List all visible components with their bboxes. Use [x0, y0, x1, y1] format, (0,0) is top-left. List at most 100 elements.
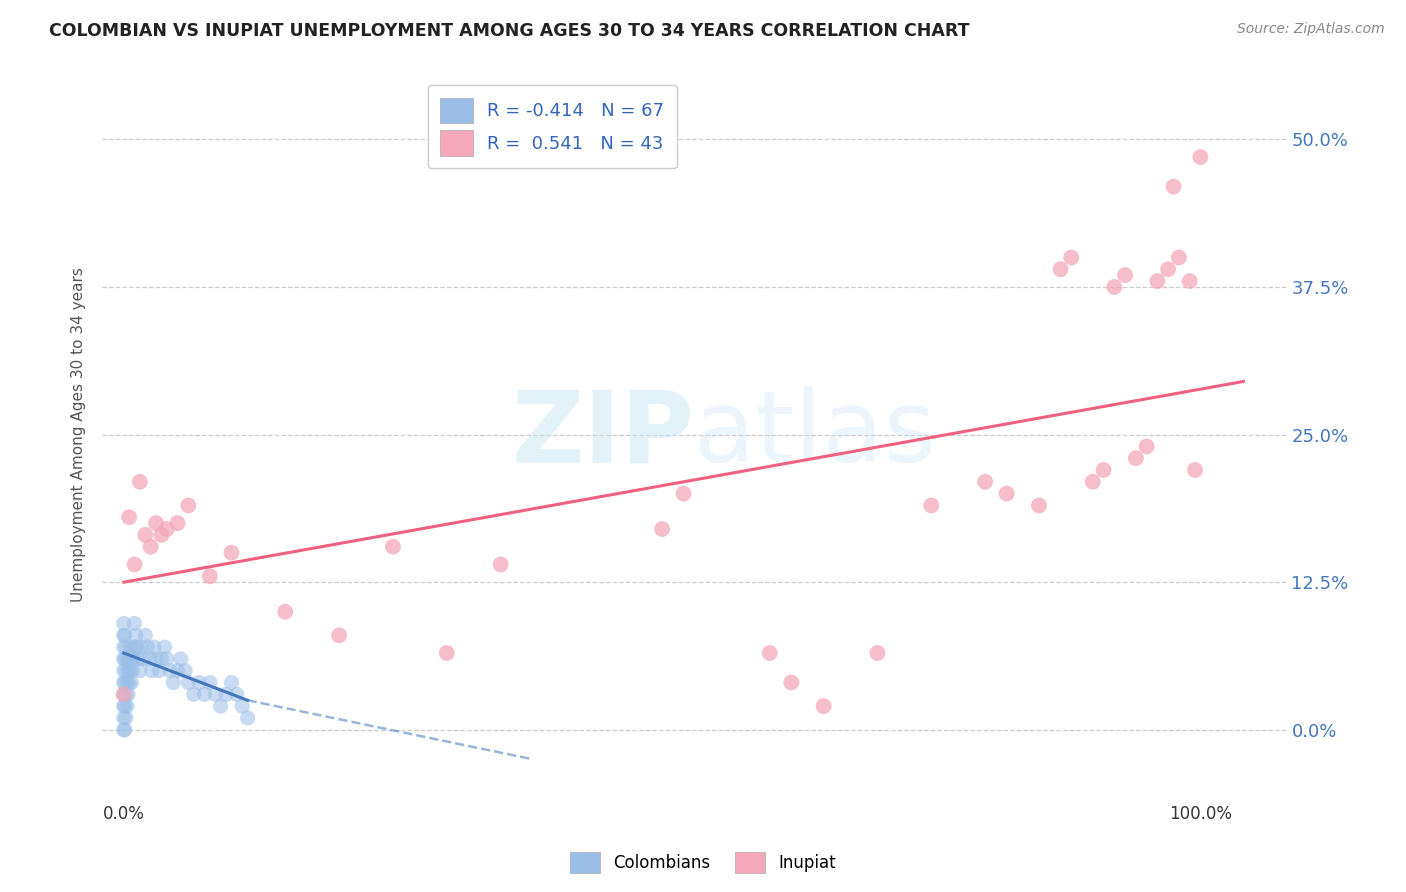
- Point: [780, 675, 803, 690]
- Point: [145, 652, 167, 666]
- Point: [115, 640, 138, 654]
- Point: [142, 640, 165, 654]
- Point: [1146, 274, 1168, 288]
- Point: [124, 640, 146, 654]
- Point: [166, 516, 188, 530]
- Point: [138, 652, 160, 666]
- Point: [1104, 280, 1126, 294]
- Point: [114, 675, 136, 690]
- Point: [1157, 262, 1180, 277]
- Point: [231, 699, 253, 714]
- Point: [177, 675, 200, 690]
- Point: [209, 699, 232, 714]
- Point: [112, 664, 135, 678]
- Point: [125, 640, 148, 654]
- Point: [198, 675, 221, 690]
- Point: [114, 628, 136, 642]
- Point: [120, 652, 142, 666]
- Point: [120, 675, 142, 690]
- Y-axis label: Unemployment Among Ages 30 to 34 years: Unemployment Among Ages 30 to 34 years: [72, 267, 86, 602]
- Point: [651, 522, 673, 536]
- Point: [139, 540, 162, 554]
- Point: [112, 723, 135, 737]
- Point: [813, 699, 835, 714]
- Point: [115, 675, 138, 690]
- Point: [115, 699, 138, 714]
- Point: [153, 640, 176, 654]
- Point: [129, 640, 152, 654]
- Point: [159, 664, 181, 678]
- Point: [118, 510, 141, 524]
- Point: [974, 475, 997, 489]
- Point: [758, 646, 780, 660]
- Point: [128, 475, 150, 489]
- Point: [274, 605, 297, 619]
- Text: ZIP: ZIP: [512, 386, 695, 483]
- Point: [1189, 150, 1212, 164]
- Point: [236, 711, 259, 725]
- Point: [1184, 463, 1206, 477]
- Point: [215, 687, 238, 701]
- Point: [115, 652, 138, 666]
- Point: [1163, 179, 1185, 194]
- Point: [127, 652, 149, 666]
- Point: [170, 652, 193, 666]
- Legend: R = -0.414   N = 67, R =  0.541   N = 43: R = -0.414 N = 67, R = 0.541 N = 43: [427, 85, 676, 169]
- Point: [112, 628, 135, 642]
- Point: [1028, 499, 1050, 513]
- Point: [156, 652, 179, 666]
- Point: [148, 664, 170, 678]
- Point: [112, 640, 135, 654]
- Point: [118, 675, 141, 690]
- Point: [112, 616, 135, 631]
- Text: Source: ZipAtlas.com: Source: ZipAtlas.com: [1237, 22, 1385, 37]
- Point: [381, 540, 404, 554]
- Point: [112, 699, 135, 714]
- Point: [177, 499, 200, 513]
- Point: [1060, 251, 1083, 265]
- Point: [145, 516, 167, 530]
- Point: [128, 664, 150, 678]
- Point: [1092, 463, 1115, 477]
- Point: [120, 664, 142, 678]
- Point: [221, 675, 243, 690]
- Point: [183, 687, 205, 701]
- Point: [114, 699, 136, 714]
- Point: [198, 569, 221, 583]
- Point: [436, 646, 458, 660]
- Point: [132, 652, 155, 666]
- Point: [124, 616, 146, 631]
- Point: [174, 664, 197, 678]
- Point: [117, 687, 139, 701]
- Point: [136, 640, 159, 654]
- Point: [141, 664, 163, 678]
- Point: [114, 723, 136, 737]
- Point: [112, 652, 135, 666]
- Point: [112, 687, 135, 701]
- Point: [1049, 262, 1071, 277]
- Point: [162, 675, 184, 690]
- Point: [150, 528, 173, 542]
- Point: [134, 628, 156, 642]
- Point: [489, 558, 512, 572]
- Point: [120, 640, 142, 654]
- Point: [117, 664, 139, 678]
- Point: [1136, 439, 1159, 453]
- Point: [114, 652, 136, 666]
- Point: [156, 522, 179, 536]
- Point: [121, 664, 143, 678]
- Point: [328, 628, 350, 642]
- Point: [1114, 268, 1136, 282]
- Point: [112, 675, 135, 690]
- Point: [118, 652, 141, 666]
- Point: [995, 486, 1018, 500]
- Point: [122, 652, 145, 666]
- Legend: Colombians, Inupiat: Colombians, Inupiat: [564, 846, 842, 880]
- Point: [115, 711, 138, 725]
- Point: [672, 486, 695, 500]
- Point: [112, 687, 135, 701]
- Point: [221, 546, 243, 560]
- Point: [1178, 274, 1201, 288]
- Point: [204, 687, 226, 701]
- Point: [1125, 451, 1147, 466]
